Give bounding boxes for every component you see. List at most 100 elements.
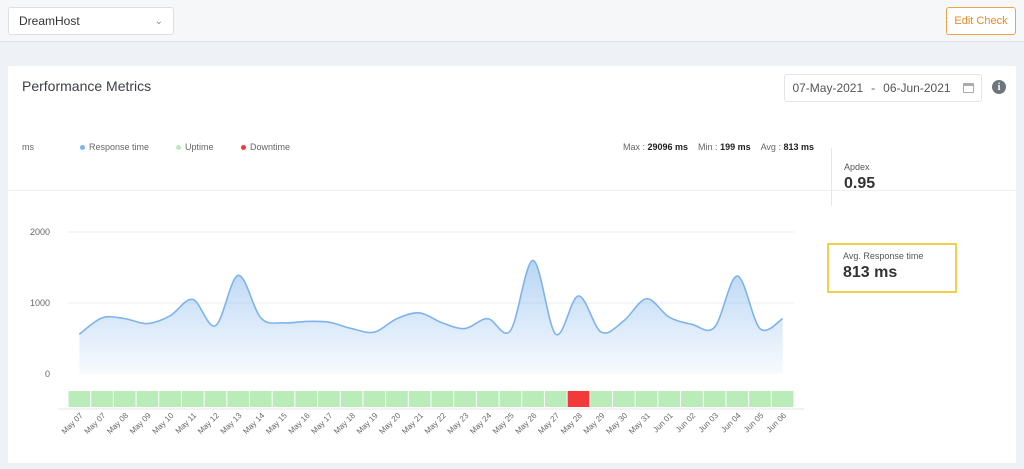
downtime-cell xyxy=(567,391,590,407)
x-tick-label: May 12 xyxy=(196,411,221,436)
uptime-cell xyxy=(431,391,454,407)
card-title: Performance Metrics xyxy=(22,78,152,94)
uptime-cell xyxy=(613,391,635,407)
stat-max: Max : 29096 ms xyxy=(622,142,689,152)
x-tick-label: May 22 xyxy=(423,411,448,436)
uptime-cell xyxy=(318,391,340,407)
uptime-cell xyxy=(454,391,476,407)
avg-response-value: 813 ms xyxy=(843,264,898,281)
x-tick-label: Jun 06 xyxy=(765,411,789,435)
x-tick-label: Jun 01 xyxy=(651,411,675,435)
y-tick-label: 1000 xyxy=(30,298,50,308)
x-tick-label: Jun 03 xyxy=(697,411,721,435)
stat-avg: Avg : 813 ms xyxy=(760,142,814,152)
x-tick-label: May 20 xyxy=(377,411,402,436)
uptime-cell xyxy=(227,391,249,407)
uptime-cell xyxy=(681,391,703,407)
x-tick-label: May 24 xyxy=(468,411,493,436)
legend-uptime[interactable]: Uptime xyxy=(176,142,214,152)
uptime-cell xyxy=(635,391,658,407)
x-tick-label: May 28 xyxy=(559,411,584,436)
uptime-cell xyxy=(499,391,522,407)
x-tick-label: May 08 xyxy=(105,411,130,436)
response-dot-icon xyxy=(80,144,85,150)
date-separator: - xyxy=(871,81,876,95)
avg-response-label: Avg. Response time xyxy=(843,251,924,261)
uptime-cell xyxy=(295,391,318,407)
x-tick-label: May 13 xyxy=(219,411,244,436)
date-range-picker[interactable]: 07-May-2021 - 06-Jun-2021 xyxy=(784,74,982,102)
uptime-cell xyxy=(91,391,113,407)
uptime-cell xyxy=(159,391,181,407)
uptime-dot-icon xyxy=(176,144,181,150)
legend-response[interactable]: Response time xyxy=(80,142,149,152)
legend-downtime-label: Downtime xyxy=(250,142,291,152)
x-tick-label: May 31 xyxy=(627,411,652,436)
uptime-cell xyxy=(408,391,431,407)
y-tick-label: 0 xyxy=(45,369,50,379)
x-tick-label: May 15 xyxy=(264,411,289,436)
uptime-cell xyxy=(68,391,91,407)
x-tick-label: Jun 02 xyxy=(674,411,698,435)
uptime-cell xyxy=(363,391,386,407)
uptime-cell xyxy=(590,391,612,407)
uptime-cell xyxy=(181,391,204,407)
x-tick-label: May 19 xyxy=(355,411,380,436)
legend-uptime-label: Uptime xyxy=(185,142,214,152)
edit-check-button[interactable]: Edit Check xyxy=(946,7,1016,35)
uptime-cell xyxy=(726,391,749,407)
uptime-cell xyxy=(272,391,295,407)
y-tick-label: 2000 xyxy=(30,227,50,237)
x-tick-label: May 29 xyxy=(582,411,607,436)
uptime-cell xyxy=(136,391,159,407)
uptime-cell xyxy=(703,391,726,407)
downtime-dot-icon xyxy=(241,144,246,150)
info-icon[interactable]: i xyxy=(992,80,1006,94)
uptime-cell xyxy=(522,391,544,407)
response-line xyxy=(78,259,784,336)
monitor-select-value: DreamHost xyxy=(19,14,80,28)
legend-unit: ms xyxy=(22,142,34,152)
apdex-panel: Apdex 0.95 xyxy=(831,148,991,206)
uptime-cell xyxy=(771,391,794,407)
uptime-cell xyxy=(340,391,363,407)
divider xyxy=(8,190,1016,191)
x-tick-label: May 25 xyxy=(491,411,516,436)
uptime-cell xyxy=(386,391,408,407)
x-tick-label: May 07 xyxy=(60,411,85,436)
chevron-down-icon: ⌄ xyxy=(154,15,163,27)
x-tick-label: May 18 xyxy=(332,411,357,436)
x-tick-label: Jun 05 xyxy=(742,411,766,435)
monitor-select[interactable]: DreamHost ⌄ xyxy=(8,7,174,35)
x-tick-label: May 14 xyxy=(241,411,266,436)
x-tick-label: May 11 xyxy=(174,411,199,436)
top-bar: DreamHost ⌄ Edit Check xyxy=(0,0,1024,42)
calendar-icon xyxy=(962,83,974,93)
legend-downtime[interactable]: Downtime xyxy=(241,142,290,152)
x-tick-label: May 30 xyxy=(604,411,629,436)
uptime-cell xyxy=(113,391,136,407)
x-tick-label: May 26 xyxy=(514,411,539,436)
x-tick-label: May 21 xyxy=(400,411,425,436)
uptime-cell xyxy=(544,391,567,407)
uptime-cell xyxy=(250,391,272,407)
x-tick-label: Jun 04 xyxy=(719,411,743,435)
response-stats: Max : 29096 ms Min : 199 ms Avg : 813 ms xyxy=(623,142,814,152)
avg-response-panel: Avg. Response time 813 ms xyxy=(827,243,957,293)
x-tick-label: May 10 xyxy=(151,411,176,436)
response-area xyxy=(79,260,783,374)
apdex-value: 0.95 xyxy=(844,175,876,192)
x-tick-label: May 16 xyxy=(287,411,312,436)
uptime-cell xyxy=(658,391,681,407)
x-tick-label: May 07 xyxy=(83,411,108,436)
x-tick-label: May 09 xyxy=(128,411,153,436)
x-tick-label: May 17 xyxy=(309,411,334,436)
x-tick-label: May 23 xyxy=(446,411,471,436)
date-from: 07-May-2021 xyxy=(792,81,864,95)
legend-response-label: Response time xyxy=(89,142,150,152)
uptime-cell xyxy=(204,391,227,407)
uptime-cell xyxy=(476,391,499,407)
uptime-cell xyxy=(749,391,771,407)
date-to: 06-Jun-2021 xyxy=(883,81,951,95)
